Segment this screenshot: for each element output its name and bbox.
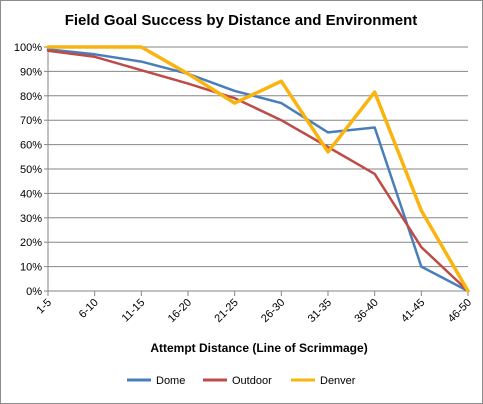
x-axis-title: Attempt Distance (Line of Scrimmage) <box>150 341 367 355</box>
x-tick-label: 26-30 <box>259 297 287 325</box>
y-axis-ticks: 0% 10% 20% 30% 40% 50% 60% 70% 80% 90% 100% <box>14 42 48 298</box>
y-tick-label: 70% <box>20 115 42 127</box>
x-tick-label: 36-40 <box>352 297 380 325</box>
y-tick-label: 60% <box>20 140 42 152</box>
axes <box>47 47 468 292</box>
series-line-denver <box>46 45 470 293</box>
y-tick-label: 20% <box>20 237 42 249</box>
x-tick-label: 46-50 <box>446 297 474 325</box>
x-tick-label: 21-25 <box>212 297 240 325</box>
y-tick-label: 90% <box>20 66 42 78</box>
series-lines <box>46 45 470 293</box>
x-tick-label: 16-20 <box>166 297 194 325</box>
gridlines <box>48 46 468 268</box>
y-tick-label: 80% <box>20 91 42 103</box>
chart-title: Field Goal Success by Distance and Envir… <box>65 12 418 29</box>
legend-label-denver: Denver <box>320 375 356 387</box>
x-tick-label: 1-5 <box>34 297 54 317</box>
y-tick-label: 50% <box>20 164 42 176</box>
x-tick-label: 6-10 <box>77 297 101 321</box>
y-tick-label: 100% <box>14 42 42 54</box>
y-tick-label: 30% <box>20 213 42 225</box>
series-line-outdoor <box>46 49 470 293</box>
y-tick-label: 40% <box>20 188 42 200</box>
y-tick-label: 10% <box>20 262 42 274</box>
legend-label-dome: Dome <box>156 375 185 387</box>
y-tick-label: 0% <box>26 286 42 298</box>
x-axis-ticks: 1-5 6-10 11-15 16-20 21-25 26-30 31-35 36-40 41-… <box>34 291 474 325</box>
legend-label-outdoor: Outdoor <box>232 375 272 387</box>
x-tick-label: 11-15 <box>120 297 148 325</box>
x-tick-label: 41-45 <box>399 297 427 325</box>
x-tick-label: 31-35 <box>306 297 334 325</box>
legend: Dome Outdoor Denver <box>127 375 356 387</box>
series-line-dome <box>46 48 470 293</box>
